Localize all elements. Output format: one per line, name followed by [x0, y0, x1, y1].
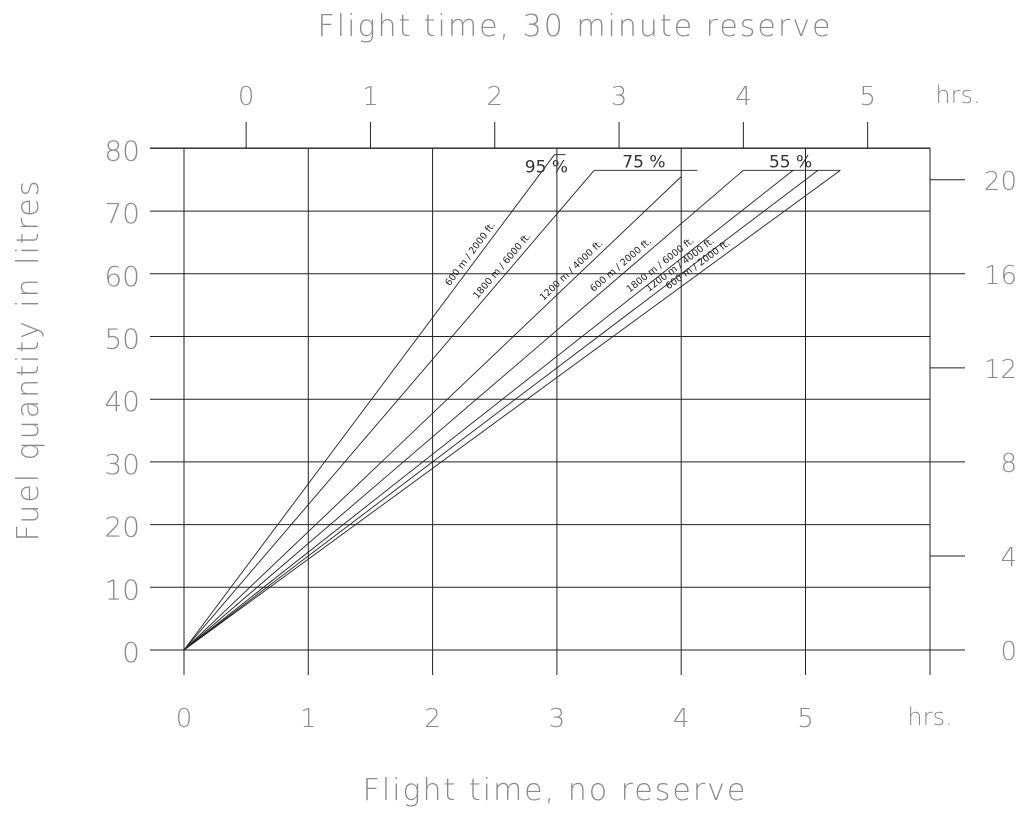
- x-axis-title: Flight time, no reserve: [363, 773, 748, 808]
- top-tick-label: 4: [735, 82, 752, 112]
- series-line: [183, 169, 819, 651]
- series-line: [183, 154, 555, 651]
- right-tick-label: 0: [1000, 637, 1017, 667]
- x-tick-label: 1: [300, 704, 317, 734]
- right-tick-label: 8: [1000, 449, 1017, 479]
- top-tick-label: 3: [611, 82, 628, 112]
- top-tick-label: 1: [362, 82, 379, 112]
- y-tick-label: 60: [104, 260, 140, 293]
- x-tick-label: 0: [176, 704, 193, 734]
- series-line: [183, 170, 744, 651]
- power-label-75: 75 %: [622, 152, 665, 172]
- top-tick-label: 0: [238, 82, 255, 112]
- series-line: [183, 176, 682, 651]
- top-unit-label: hrs.: [935, 81, 980, 109]
- series-line: [183, 169, 794, 651]
- y-tick-label: 20: [104, 511, 140, 544]
- x-tick-label: 5: [797, 704, 814, 734]
- right-tick-label: 12: [984, 355, 1017, 385]
- y-axis-title: Fuel quantity in litres: [11, 179, 46, 542]
- y-tick-label: 0: [122, 636, 140, 669]
- x-tick-label: 3: [549, 704, 566, 734]
- x-tick-label: 4: [673, 704, 690, 734]
- x-unit-label: hrs.: [907, 703, 952, 731]
- x-tick-label: 2: [424, 704, 441, 734]
- y-tick-label: 50: [104, 323, 140, 356]
- series-line: [183, 169, 841, 651]
- right-tick-label: 16: [984, 261, 1017, 291]
- y-tick-label: 30: [104, 448, 140, 481]
- right-tick-label: 20: [984, 167, 1017, 197]
- power-label-95: 95 %: [525, 158, 568, 178]
- y-tick-label: 10: [104, 573, 140, 606]
- chart-title: Flight time, 30 minute reserve: [318, 9, 833, 44]
- y-tick-label: 40: [104, 385, 140, 418]
- top-tick-label: 5: [859, 82, 876, 112]
- series-line: [183, 170, 595, 651]
- right-tick-label: 4: [1000, 543, 1017, 573]
- power-label-55: 55 %: [769, 152, 812, 172]
- y-tick-label: 80: [104, 134, 140, 167]
- y-tick-label: 70: [104, 197, 140, 230]
- top-tick-label: 2: [486, 82, 503, 112]
